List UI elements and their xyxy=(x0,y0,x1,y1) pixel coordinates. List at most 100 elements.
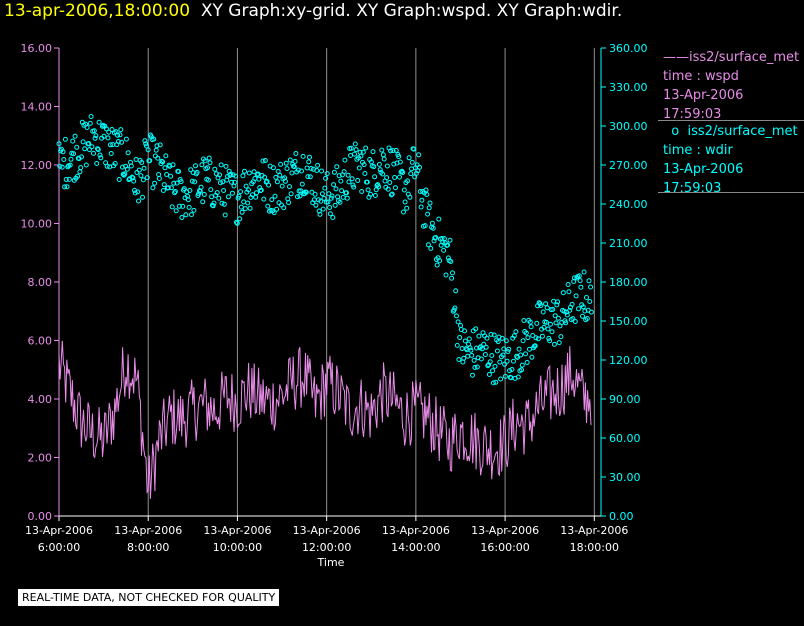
wdir-point xyxy=(425,211,431,217)
wdir-point xyxy=(390,148,396,154)
wdir-point xyxy=(437,258,443,264)
wdir-point xyxy=(511,333,517,339)
wdir-point xyxy=(171,180,177,186)
wdir-point xyxy=(385,186,391,192)
wdir-point xyxy=(587,299,593,304)
wdir-point xyxy=(118,127,124,133)
wdir-point xyxy=(162,165,168,171)
wdir-point xyxy=(242,168,247,174)
wdir-point xyxy=(134,170,140,175)
wdir-point xyxy=(492,363,498,369)
x-tick-time: 14:00:00 xyxy=(391,541,440,554)
wdir-point xyxy=(422,223,428,229)
wdir-point xyxy=(454,342,460,348)
wdir-point xyxy=(319,168,325,174)
wdir-point xyxy=(136,198,141,204)
wdir-point xyxy=(168,185,174,191)
wdir-point xyxy=(285,196,291,202)
wdir-point xyxy=(456,357,462,362)
wdir-point xyxy=(269,197,275,203)
wdir-point xyxy=(243,183,249,189)
wdir-point xyxy=(482,352,488,357)
y-right-tick-label: 30.00 xyxy=(609,471,641,484)
wdir-point xyxy=(270,165,276,171)
wdir-point xyxy=(220,179,226,185)
wdir-point xyxy=(291,164,297,170)
wdir-point xyxy=(246,170,252,176)
wdir-point xyxy=(307,174,313,180)
wdir-point xyxy=(237,216,243,222)
wdir-point xyxy=(400,170,406,175)
x-tick-date: 13-Apr-2006 xyxy=(114,524,182,537)
wdir-point xyxy=(555,299,561,305)
wdir-point xyxy=(154,143,160,149)
wdir-point xyxy=(507,368,512,374)
wdir-point xyxy=(519,367,524,373)
wdir-point xyxy=(221,188,227,193)
wdir-point xyxy=(345,172,351,178)
wdir-point xyxy=(109,127,115,132)
x-tick-time: 18:00:00 xyxy=(570,541,619,554)
wdir-point xyxy=(60,149,66,155)
wdir-point xyxy=(156,172,162,177)
wdir-point xyxy=(389,191,395,197)
wdir-point xyxy=(71,151,76,157)
wdir-point xyxy=(335,194,341,200)
wdir-point xyxy=(339,188,345,194)
wdir-point xyxy=(497,359,503,365)
wdir-point xyxy=(588,309,594,315)
y-right-tick-label: 270.00 xyxy=(609,159,648,172)
wdir-point xyxy=(300,153,306,159)
wdir-point xyxy=(359,189,365,194)
wdir-point xyxy=(106,129,112,135)
wdir-point xyxy=(502,361,508,367)
wdir-point xyxy=(265,203,271,209)
wdir-point xyxy=(533,335,539,341)
wdir-point xyxy=(62,184,68,190)
wdir-point xyxy=(402,199,408,205)
wdir-point xyxy=(368,191,373,197)
wdir-point xyxy=(524,360,530,365)
y-right-tick-label: 150.00 xyxy=(609,315,648,328)
wdir-point xyxy=(580,313,585,319)
chart-title: 13-apr-2006,18:00:00 XY Graph:xy-grid. X… xyxy=(4,1,622,21)
wdir-point xyxy=(287,184,292,190)
wdir-point xyxy=(462,328,467,334)
x-tick-date: 13-Apr-2006 xyxy=(293,524,361,537)
wdir-point xyxy=(344,190,349,196)
wdir-point xyxy=(251,169,257,175)
wdir-point xyxy=(282,178,288,184)
x-tick-time: 16:00:00 xyxy=(480,541,529,554)
wdir-point xyxy=(142,138,148,144)
wdir-point xyxy=(258,187,264,193)
wdir-point xyxy=(535,336,541,342)
wdir-point xyxy=(234,219,239,225)
wdir-point xyxy=(344,195,350,201)
wdir-point xyxy=(498,376,504,382)
wdir-point xyxy=(341,169,347,175)
wdir-point xyxy=(433,235,439,240)
wdir-point xyxy=(295,194,300,200)
x-tick-date: 13-Apr-2006 xyxy=(471,524,539,537)
wdir-point xyxy=(392,175,398,180)
wdir-point xyxy=(529,354,535,360)
wdir-point xyxy=(578,284,584,290)
wdir-point xyxy=(119,164,125,170)
y-right-tick-label: 210.00 xyxy=(609,237,648,250)
wdir-point xyxy=(528,324,534,330)
wdir-point xyxy=(425,242,431,248)
wdir-point xyxy=(478,356,484,362)
wdir-point xyxy=(238,189,243,195)
wdir-point xyxy=(449,275,455,281)
wdir-point xyxy=(453,288,459,294)
wdir-point xyxy=(266,182,272,188)
y-right-tick-label: 180.00 xyxy=(609,276,648,289)
wdir-point xyxy=(396,154,402,159)
wdir-point xyxy=(205,165,210,171)
wdir-point xyxy=(107,142,113,148)
wdir-point xyxy=(208,187,214,193)
wdir-point xyxy=(207,160,213,166)
x-tick-time: 8:00:00 xyxy=(127,541,169,554)
wdir-point xyxy=(176,169,182,174)
wdir-point xyxy=(286,200,292,206)
